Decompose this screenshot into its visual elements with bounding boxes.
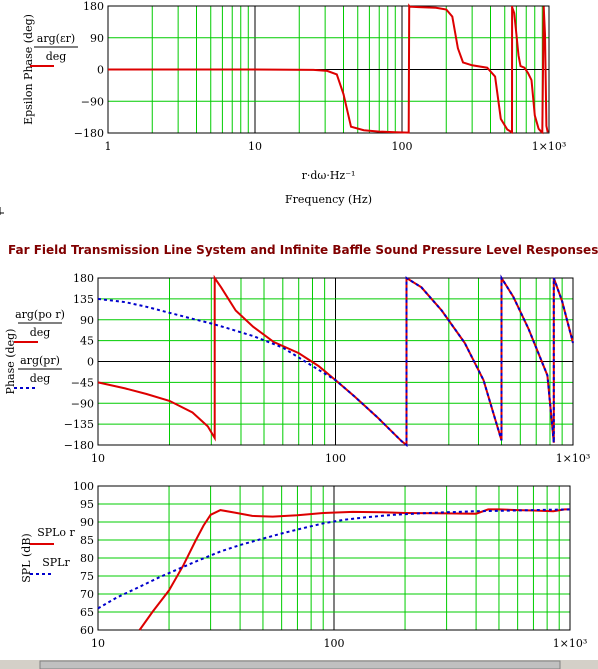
y-tick-label: −180 <box>64 439 94 452</box>
x-tick-label: 1 <box>105 140 112 153</box>
x-tick-label: 10 <box>91 637 105 650</box>
x-tick-label: 100 <box>392 140 413 153</box>
series-line <box>108 3 549 135</box>
y-tick-label: 90 <box>80 516 94 529</box>
y-tick-label: −45 <box>71 376 94 389</box>
plot-frame <box>97 277 574 446</box>
y-tick-label: 0 <box>87 356 94 369</box>
legend-denominator: deg <box>46 50 67 63</box>
y-axis-label: Phase (deg) <box>4 329 17 395</box>
y-axis-label: Epsilon Phase (deg) <box>22 14 35 125</box>
legend-label: SPLr <box>42 556 70 569</box>
y-tick-label: −90 <box>81 95 104 108</box>
legend-label: arg(pr) <box>20 354 60 367</box>
legend-denominator: deg <box>30 326 51 339</box>
y-tick-label: 60 <box>80 624 94 637</box>
series-line <box>97 274 574 448</box>
plot-frame <box>97 485 571 631</box>
legend-label: arg(po r) <box>15 308 65 321</box>
y-axis-label: SPL (dB) <box>20 533 33 582</box>
y-tick-label: 80 <box>80 552 94 565</box>
y-tick-label: −90 <box>71 397 94 410</box>
y-tick-label: −180 <box>74 127 104 140</box>
legend-denominator: deg <box>30 372 51 385</box>
y-tick-label: −135 <box>64 418 94 431</box>
x-tick-label: 10 <box>248 140 262 153</box>
x-axis-label-expression: r·dω·Hz⁻¹ <box>302 169 356 182</box>
x-tick-label: 10 <box>91 452 105 465</box>
legend-label: SPLo r <box>37 526 75 539</box>
series-line <box>97 508 571 610</box>
x-tick-label: 1×10³ <box>553 637 588 650</box>
x-tick-label: 100 <box>325 452 346 465</box>
y-tick-label: 135 <box>73 293 94 306</box>
y-tick-label: 180 <box>83 0 104 13</box>
y-tick-label: 90 <box>80 314 94 327</box>
y-tick-label: 70 <box>80 588 94 601</box>
y-tick-label: 95 <box>80 498 94 511</box>
y-tick-label: 45 <box>80 335 94 348</box>
y-tick-label: 100 <box>73 480 94 493</box>
y-tick-label: 0 <box>97 64 104 77</box>
y-tick-label: 75 <box>80 570 94 583</box>
y-tick-label: 180 <box>73 272 94 285</box>
x-tick-label: 1×10³ <box>532 140 567 153</box>
legend-label: arg(εr) <box>37 32 75 45</box>
y-tick-label: 65 <box>80 606 94 619</box>
x-tick-label: 1×10³ <box>556 452 591 465</box>
series-line <box>138 508 570 631</box>
x-axis-label: Frequency (Hz) <box>285 193 372 206</box>
page-title: Far Field Transmission Line System and I… <box>8 243 598 257</box>
series-line <box>97 274 574 448</box>
y-tick-label: 85 <box>80 534 94 547</box>
x-tick-label: 100 <box>324 637 345 650</box>
y-tick-label: 90 <box>90 32 104 45</box>
horizontal-scrollbar[interactable] <box>39 660 561 669</box>
